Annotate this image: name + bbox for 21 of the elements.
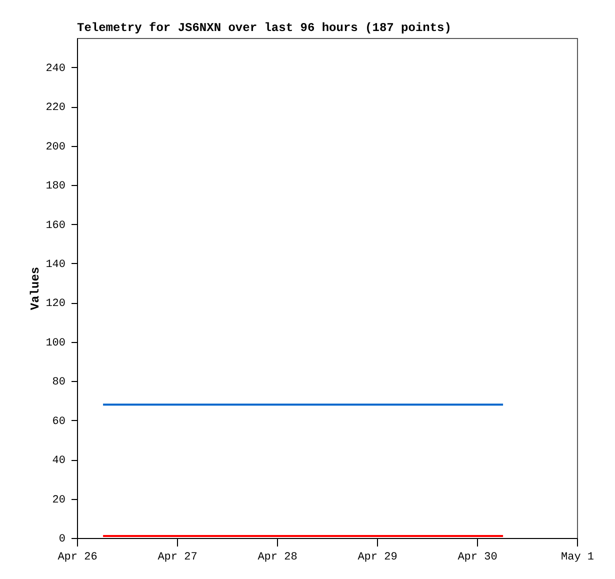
y-tick-label: 180 [46,180,66,193]
y-tick-label: 160 [46,220,66,232]
x-tick-label: May 1 [560,552,594,564]
y-tick-label: 0 [58,534,66,546]
y-tick-label: 80 [52,376,66,389]
y-tick-label: 100 [46,337,66,350]
x-tick-label: Apr 26 [58,552,98,564]
y-tick-label: 140 [46,258,66,271]
y-tick-label: 60 [52,416,66,428]
y-tick-label: 120 [46,298,66,310]
x-tick-label: Apr 30 [458,552,498,564]
x-tick-label: Apr 28 [258,552,298,564]
y-tick-label: 220 [46,102,66,114]
y-tick-label: 40 [52,455,66,468]
x-tick-label: Apr 27 [158,552,198,564]
y-axis-title: Values [28,266,43,310]
x-tick-label: Apr 29 [358,552,398,564]
y-tick-label: 240 [46,62,66,75]
y-tick-label: 20 [52,494,66,506]
y-tick-label: 200 [46,141,66,154]
chart-title: Telemetry for JS6NXN over last 96 hours (187 points) [77,21,452,35]
